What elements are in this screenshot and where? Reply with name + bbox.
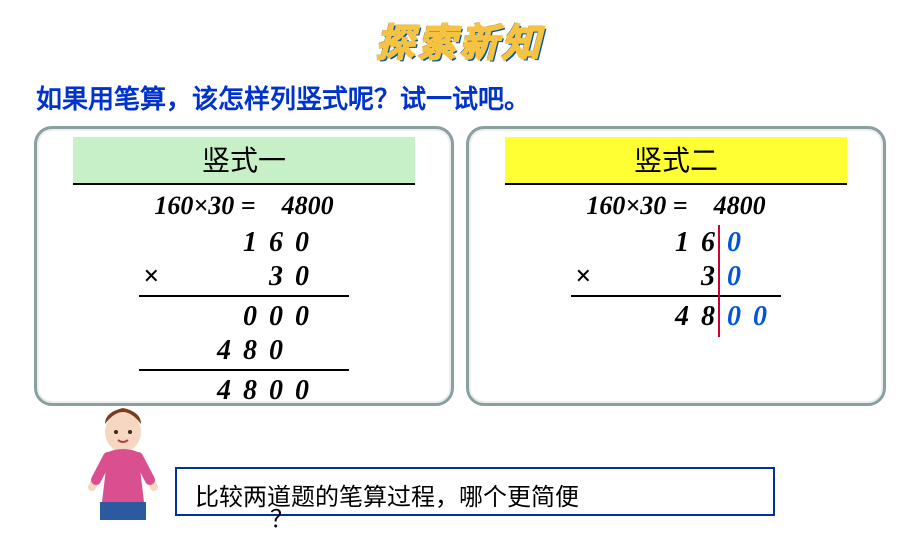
page-title: 探索新知 [0,12,920,67]
panel-vertical-1: 竖式一 160×30 = 4800 1 6 0 × 3 0 [34,126,454,406]
panel1-calc: 1 6 0 × 3 0 0 0 0 [129,225,359,407]
panel2-equation: 160×30 = 4800 [487,191,865,221]
panel-vertical-2: 竖式二 160×30 = 4800 1 6 0 × 3 0 [466,126,886,406]
digit: 6 [263,225,289,260]
digit: 6 [695,225,721,260]
panel1-equation: 160×30 = 4800 [55,191,433,221]
digit: 8 [237,373,263,408]
panel1-eq-rhs: 4800 [282,191,334,220]
digit: 3 [695,259,721,294]
digit: 4 [211,333,237,368]
digit-blue: 0 [747,299,773,334]
digit: 1 [237,225,263,260]
footer-question-mark: ？ [270,499,294,534]
panel2-title: 竖式二 [505,137,847,185]
digit-blue: 0 [721,225,747,260]
digit: 0 [289,259,315,294]
digit-blue: 0 [721,259,747,294]
digit: 0 [263,299,289,334]
digit: 0 [263,373,289,408]
digit: 8 [695,299,721,334]
rule-line [139,295,349,297]
digit: 3 [263,259,289,294]
digit: 0 [289,225,315,260]
prompt-text: 如果用笔算，该怎样列竖式呢？试一试吧。 [36,79,920,116]
panel2-eq-rhs: 4800 [714,191,766,220]
panel1-title: 竖式一 [73,137,415,185]
digit: 0 [237,299,263,334]
panel2-calc: 1 6 0 × 3 0 4 8 0 0 [561,225,791,333]
digit: 0 [289,373,315,408]
panel1-eq-lhs: 160×30 = [154,191,255,220]
rule-line [571,295,781,297]
panels-row: 竖式一 160×30 = 4800 1 6 0 × 3 0 [0,126,920,406]
digit: 8 [237,333,263,368]
digit: 0 [263,333,289,368]
digit: 4 [211,373,237,408]
multiply-sign: × [575,259,591,294]
digit: 4 [669,299,695,334]
footer-question-box: 比较两道题的笔算过程，哪个更简便 [175,467,775,516]
digit: 1 [669,225,695,260]
footer-text: 比较两道题的笔算过程，哪个更简便 [195,485,579,511]
multiply-sign: × [143,259,159,294]
panel2-eq-lhs: 160×30 = [586,191,687,220]
digit: 0 [289,299,315,334]
digit-blue: 0 [721,299,747,334]
rule-line [139,369,349,371]
teacher-illustration [78,402,168,522]
